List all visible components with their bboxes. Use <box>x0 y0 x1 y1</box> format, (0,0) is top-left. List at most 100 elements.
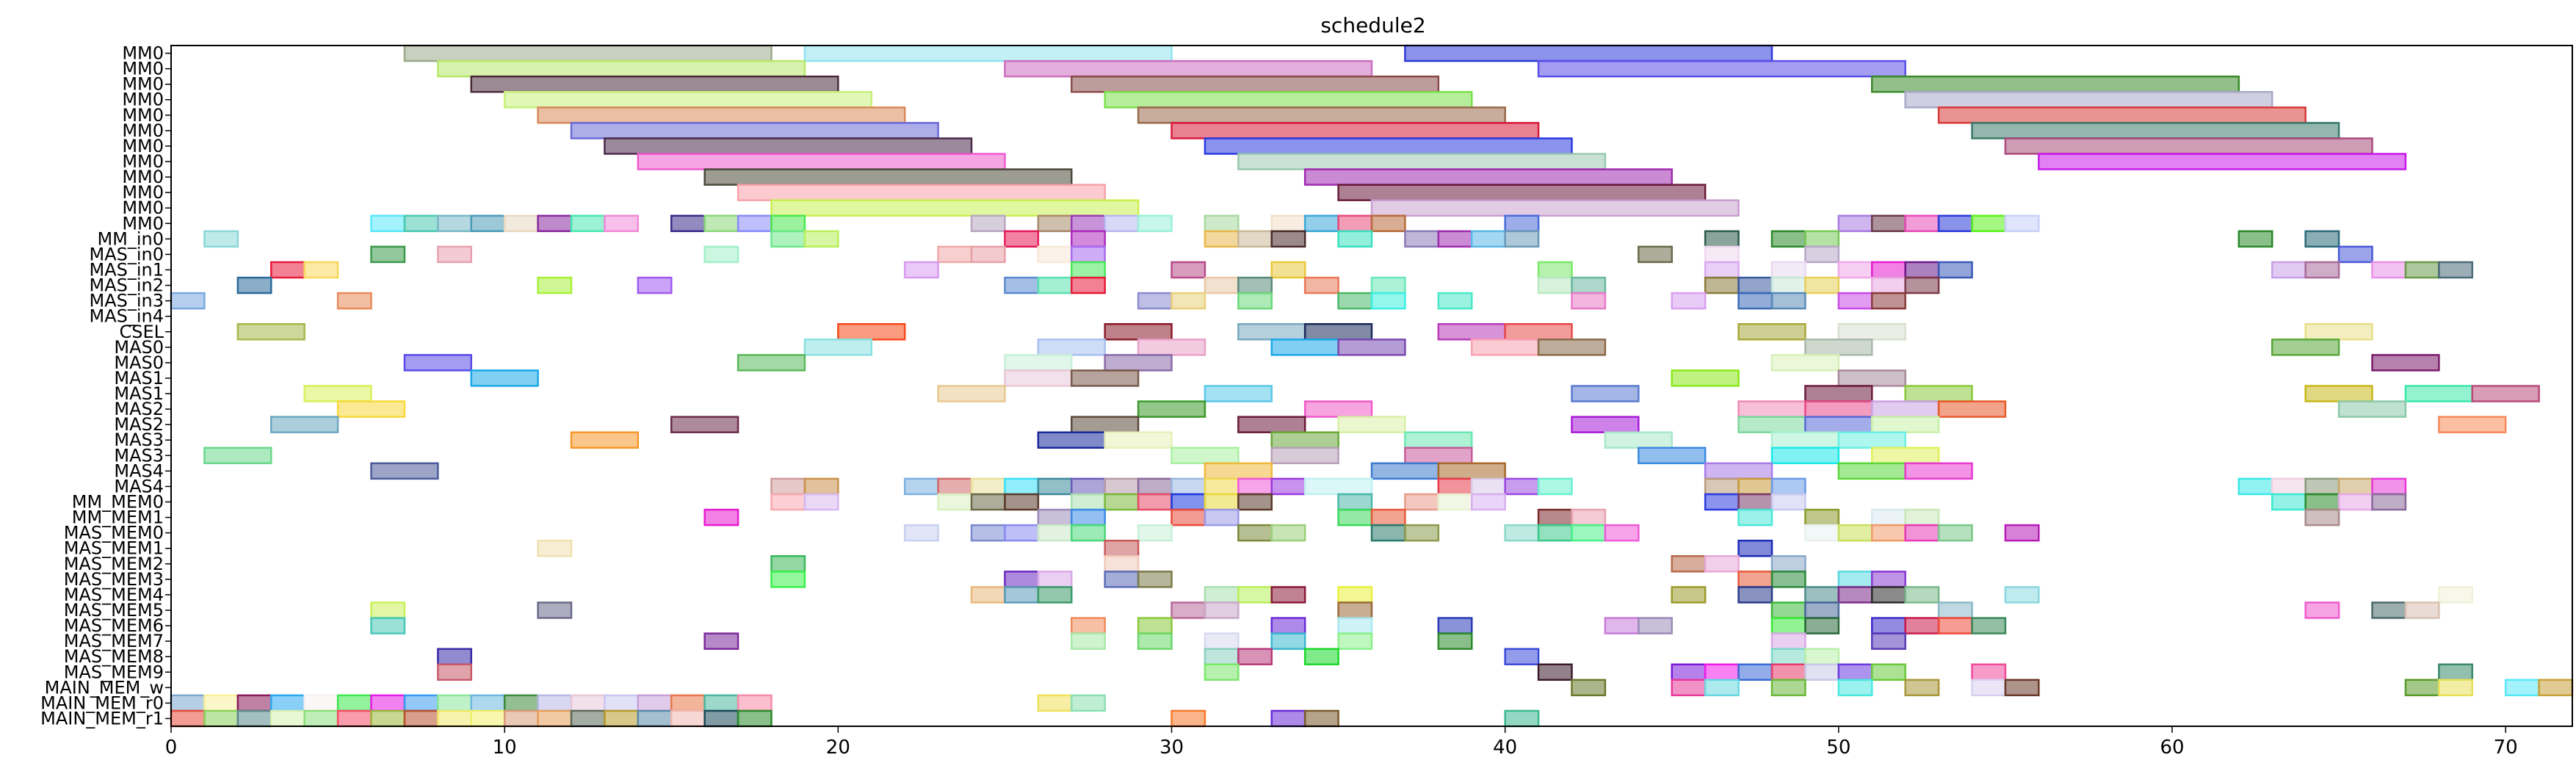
task-bar <box>503 214 539 233</box>
task-bar <box>1704 679 1740 697</box>
task-bar <box>1270 431 1339 449</box>
task-bar <box>1971 214 2007 233</box>
task-bar <box>1337 416 1406 433</box>
task-bar <box>1737 276 1773 294</box>
task-bar <box>2304 601 2340 619</box>
task-bar <box>1871 508 1906 527</box>
task-bar <box>1171 508 1206 527</box>
task-bar <box>703 508 739 527</box>
task-bar <box>1704 261 1740 279</box>
row-label: MAS_MEM2 <box>64 554 164 574</box>
task-bar <box>1071 524 1106 542</box>
task-bar <box>1804 400 1873 418</box>
task-bar <box>1370 508 1406 527</box>
task-bar <box>1837 292 1873 310</box>
row-label: MAS_MEM5 <box>64 600 164 621</box>
task-bar <box>1804 508 1840 527</box>
task-bar <box>1770 601 1806 619</box>
task-bar <box>2371 354 2440 372</box>
task-bar <box>537 694 573 712</box>
task-bar <box>1971 679 2007 697</box>
task-bar <box>1571 524 1607 542</box>
task-bar <box>1071 632 1106 650</box>
row-label: MAS0 <box>114 337 164 358</box>
task-bar <box>1837 214 1873 233</box>
task-bar <box>1904 276 1940 294</box>
task-bar <box>1270 214 1306 233</box>
task-bar <box>1804 524 1840 542</box>
task-bar <box>970 524 1006 542</box>
task-bar <box>1204 586 1240 604</box>
task-bar <box>703 245 739 264</box>
task-bar <box>1437 493 1473 511</box>
task-bar <box>1604 431 1674 449</box>
task-bar <box>336 709 372 728</box>
task-bar <box>1937 601 1973 619</box>
task-bar <box>2271 339 2340 356</box>
task-bar <box>1037 694 1073 712</box>
task-bar <box>2404 679 2440 697</box>
task-bar <box>1737 571 1773 588</box>
task-bar <box>1737 477 1773 496</box>
task-bar <box>1904 385 1973 402</box>
task-bar <box>1270 632 1306 650</box>
task-bar <box>1137 632 1173 650</box>
row-label: CSEL <box>119 322 164 342</box>
task-bar <box>437 214 472 233</box>
task-bar <box>1770 493 1806 511</box>
task-bar <box>1337 601 1373 619</box>
task-bar <box>1837 679 1873 697</box>
task-bar <box>803 44 1173 62</box>
task-bar <box>1937 214 1973 233</box>
task-bar <box>2337 245 2373 264</box>
task-bar <box>303 385 372 402</box>
task-bar <box>837 323 906 341</box>
task-bar <box>737 214 773 233</box>
task-bar <box>737 184 1106 201</box>
task-bar <box>1370 276 1406 294</box>
task-bar <box>1137 571 1173 588</box>
task-bar <box>1104 354 1173 372</box>
task-bar <box>1770 431 1840 449</box>
task-bar <box>1837 431 1906 449</box>
task-bar <box>903 477 939 496</box>
task-bar <box>1337 230 1373 248</box>
task-bar <box>937 245 973 264</box>
task-bar <box>1303 323 1373 341</box>
task-bar <box>1737 539 1773 557</box>
task-bar <box>1904 679 1940 697</box>
task-bar <box>1037 431 1106 449</box>
row-label: MM0 <box>122 167 164 187</box>
row-label: MM0 <box>122 74 164 95</box>
task-bar <box>1171 477 1206 496</box>
task-bar <box>1104 477 1140 496</box>
task-bar <box>1770 292 1806 310</box>
task-bar <box>1270 446 1339 465</box>
row-label: MM0 <box>122 136 164 156</box>
task-bar <box>1770 477 1806 496</box>
task-bar <box>1137 400 1206 418</box>
task-bar <box>1537 477 1573 496</box>
task-bar <box>303 694 339 712</box>
task-bar <box>1638 446 1707 465</box>
task-bar <box>1871 292 1906 310</box>
row-label: MM_MEM1 <box>72 507 164 528</box>
task-bar <box>1437 632 1473 650</box>
task-bar <box>1071 508 1106 527</box>
task-bar <box>1837 571 1873 588</box>
task-bar <box>437 694 472 712</box>
task-bar <box>1904 617 1940 634</box>
task-bar <box>1370 214 1406 233</box>
task-bar <box>1837 369 1906 387</box>
task-bar <box>1770 663 1806 681</box>
task-bar <box>1004 586 1040 604</box>
task-bar <box>1770 276 1806 294</box>
task-bar <box>2304 323 2373 341</box>
row-label: MAS2 <box>114 399 164 419</box>
task-bar <box>336 292 372 310</box>
task-bar <box>1704 493 1740 511</box>
task-bar <box>1471 477 1506 496</box>
task-bar <box>1804 230 1840 248</box>
task-bar <box>770 214 806 233</box>
task-bar <box>637 276 673 294</box>
